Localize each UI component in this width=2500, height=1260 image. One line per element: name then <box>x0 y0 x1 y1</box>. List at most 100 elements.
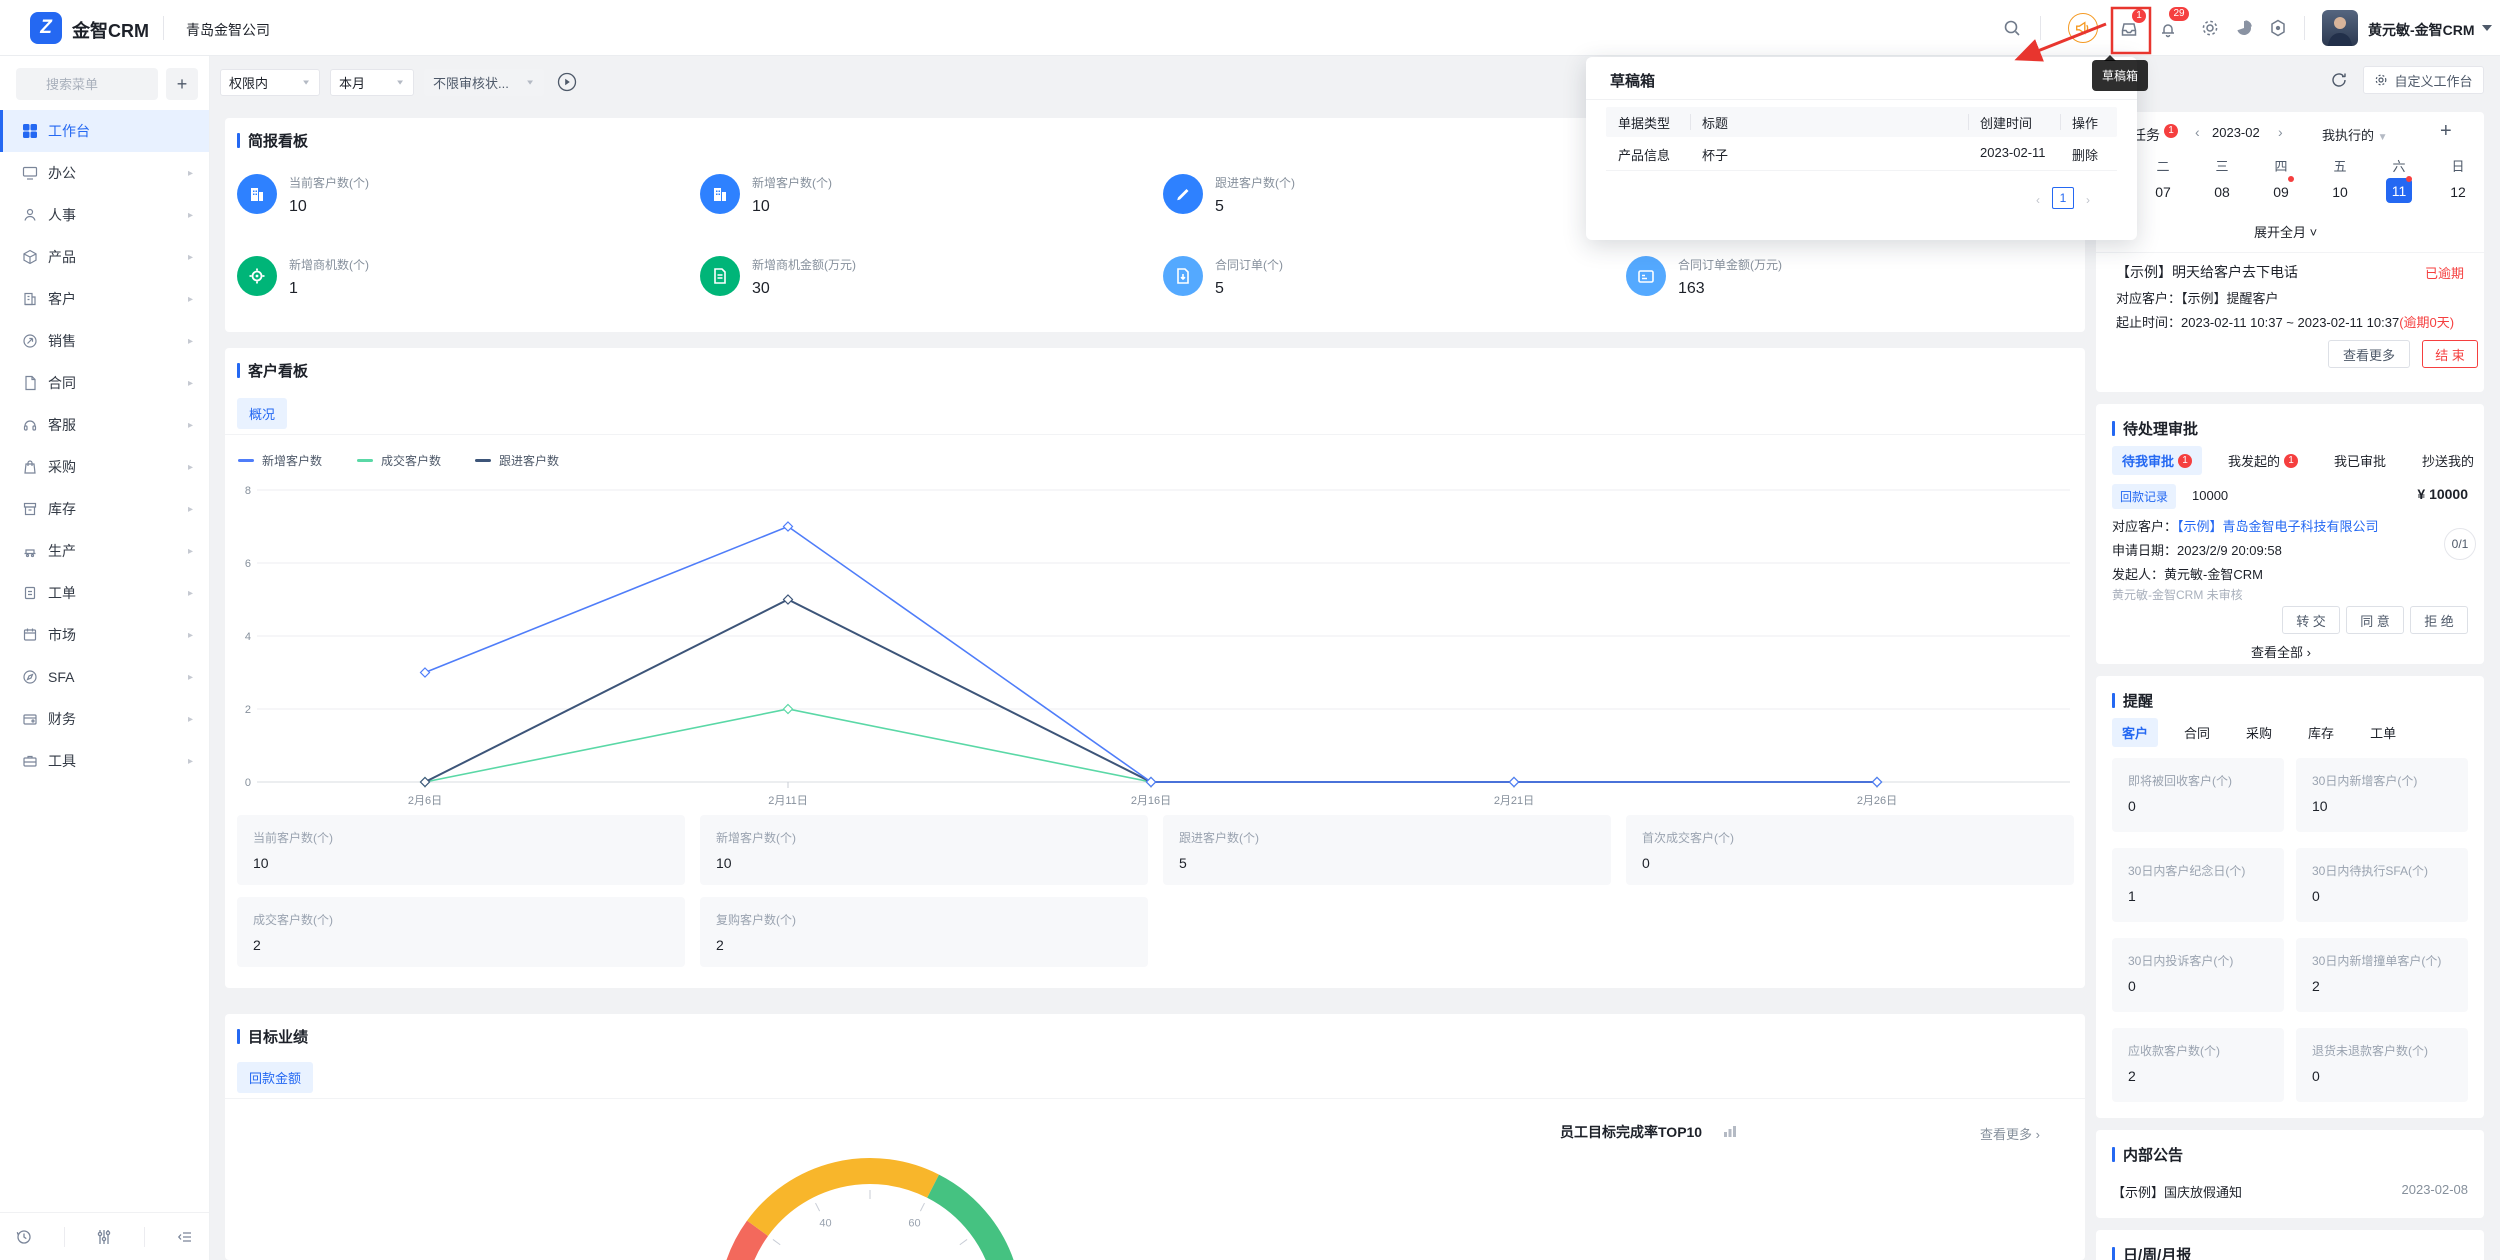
sidebar-item-sales[interactable]: 销售 ▸ <box>0 320 209 362</box>
menu-search-input[interactable] <box>16 68 158 100</box>
reminder-stat-card[interactable]: 退货未退款客户数(个) 0 <box>2296 1028 2468 1102</box>
chevron-down-icon: ▼ <box>2377 132 2388 143</box>
reminder-stat-card[interactable]: 即将被回收客户(个) 0 <box>2112 758 2284 832</box>
tab-cc-to-me[interactable]: 抄送我的 <box>2412 446 2484 475</box>
draft-row-delete-link[interactable]: 删除 <box>2072 148 2099 163</box>
stat-card[interactable]: 复购客户数(个) 2 <box>700 897 1148 967</box>
calendar-day[interactable]: 12 <box>2450 184 2466 200</box>
sidebar-item-product[interactable]: 产品 ▸ <box>0 236 209 278</box>
legend-deal-customers[interactable]: 成交客户数 <box>357 452 441 469</box>
scope-filter-select[interactable]: 权限内 ▼ <box>220 69 320 96</box>
sidebar-item-purchase[interactable]: 采购 ▸ <box>0 446 209 488</box>
sidebar-item-sfa[interactable]: SFA ▸ <box>0 656 209 698</box>
user-menu-caret-icon[interactable] <box>2482 25 2492 31</box>
draft-row-title-link[interactable]: 杯子 <box>1702 148 1729 163</box>
pager-next-icon[interactable]: › <box>2086 193 2090 207</box>
audit-status-filter-select[interactable]: 不限审核状... ▼ <box>424 69 544 96</box>
stat-card[interactable]: 跟进客户数(个) 5 <box>1163 815 1611 885</box>
tab-reminder-purchase[interactable]: 采购 <box>2236 718 2282 747</box>
company-name[interactable]: 青岛金智公司 <box>186 22 270 38</box>
sidebar-item-finance[interactable]: 财务 ▸ <box>0 698 209 740</box>
next-month-arrow[interactable]: › <box>2278 124 2283 140</box>
agree-button[interactable]: 同 意 <box>2346 606 2404 634</box>
reminder-stat-card[interactable]: 30日内新增撞单客户(个) 2 <box>2296 938 2468 1012</box>
refresh-icon[interactable] <box>2330 71 2348 89</box>
reminder-stat-label: 30日内新增撞单客户(个) <box>2312 954 2442 968</box>
sidebar-item-workorder[interactable]: 工单 ▸ <box>0 572 209 614</box>
sidebar-item-market[interactable]: 市场 ▸ <box>0 614 209 656</box>
run-filter-play-icon[interactable] <box>556 71 578 93</box>
sidebar-item-workbench[interactable]: 工作台 <box>0 110 209 152</box>
period-filter-select[interactable]: 本月 ▼ <box>330 69 414 96</box>
stat-card[interactable]: 新增客户数(个) 10 <box>700 815 1148 885</box>
pie-chart-icon[interactable] <box>2234 18 2254 38</box>
expand-month-link[interactable]: 展开全月 ˅ <box>2254 225 2318 240</box>
sidebar-item-customer[interactable]: 客户 ▸ <box>0 278 209 320</box>
history-clock-icon[interactable] <box>15 1228 33 1246</box>
tab-approved-by-me[interactable]: 我已审批 <box>2324 446 2396 475</box>
reminder-stat-card[interactable]: 30日内新增客户(个) 10 <box>2296 758 2468 832</box>
reminder-stat-card[interactable]: 30日内客户纪念日(个) 1 <box>2112 848 2284 922</box>
column-divider <box>2060 114 2061 130</box>
prev-month-arrow[interactable]: ‹ <box>2195 124 2200 140</box>
sidebar-item-office[interactable]: 办公 ▸ <box>0 152 209 194</box>
tab-initiated-by-me[interactable]: 我发起的 1 <box>2218 446 2308 475</box>
reject-button[interactable]: 拒 绝 <box>2410 606 2468 634</box>
sidebar-item-inventory[interactable]: 库存 ▸ <box>0 488 209 530</box>
reminder-stat-card[interactable]: 30日内待执行SFA(个) 0 <box>2296 848 2468 922</box>
sidebar-item-production[interactable]: 生产 ▸ <box>0 530 209 572</box>
reminder-stat-card[interactable]: 30日内投诉客户(个) 0 <box>2112 938 2284 1012</box>
add-task-button[interactable]: + <box>2440 120 2452 142</box>
calendar-day[interactable]: 07 <box>2155 184 2171 200</box>
tab-reminder-workorder[interactable]: 工单 <box>2360 718 2406 747</box>
settings-gear-icon[interactable] <box>2200 18 2220 38</box>
calendar-day[interactable]: 10 <box>2332 184 2348 200</box>
sidebar-item-tools[interactable]: 工具 ▸ <box>0 740 209 782</box>
sort-bars-icon[interactable] <box>1723 1124 1737 1138</box>
view-all-link[interactable]: 查看全部 › <box>2251 645 2311 660</box>
tab-reminder-contract[interactable]: 合同 <box>2174 718 2220 747</box>
record-type-badge[interactable]: 回款记录 <box>2112 484 2177 509</box>
task-view-more-button[interactable]: 查看更多 <box>2328 340 2410 368</box>
customize-workspace-button[interactable]: 自定义工作台 <box>2363 66 2484 94</box>
pager-page-1[interactable]: 1 <box>2052 187 2074 209</box>
legend-follow-customers[interactable]: 跟进客户数 <box>475 452 559 469</box>
task-filter-select[interactable]: 我执行的 ▼ <box>2322 125 2388 144</box>
task-end-button[interactable]: 结 束 <box>2422 340 2478 368</box>
sidebar-item-hr[interactable]: 人事 ▸ <box>0 194 209 236</box>
user-name[interactable]: 黄元敏-金智CRM <box>2368 22 2475 38</box>
announcement-megaphone-icon[interactable] <box>2068 13 2098 43</box>
collapse-sidebar-icon[interactable] <box>176 1228 194 1246</box>
svg-text:8: 8 <box>245 485 251 497</box>
announcement-item[interactable]: 【示例】国庆放假通知 <box>2112 1185 2243 1200</box>
pager-prev-icon[interactable]: ‹ <box>2036 193 2040 207</box>
tab-awaiting-my-approval[interactable]: 待我审批 1 <box>2112 446 2202 475</box>
calendar-day-selected[interactable]: 11 <box>2391 183 2407 199</box>
task-title[interactable]: 【示例】明天给客户去下电话 <box>2116 264 2298 280</box>
calendar-day[interactable]: 09 <box>2273 184 2289 200</box>
approval-customer-link[interactable]: 【示例】青岛金智电子科技有限公司 <box>2177 519 2379 534</box>
legend-new-customers[interactable]: 新增客户数 <box>238 452 322 469</box>
stat-card[interactable]: 成交客户数(个) 2 <box>237 897 685 967</box>
search-icon[interactable] <box>2002 18 2022 38</box>
notification-bell-icon[interactable] <box>2158 19 2178 39</box>
tab-overview[interactable]: 概况 <box>237 398 288 429</box>
sidebar-item-service[interactable]: 客服 ▸ <box>0 404 209 446</box>
stat-card[interactable]: 当前客户数(个) 10 <box>237 815 685 885</box>
target-completion-gauge-chart[interactable]: 40 60 <box>650 1100 1090 1260</box>
customer-trend-line-chart[interactable]: 0 2 4 6 8 2月6日 2月11日 2月16日 2月21日 2月26日 <box>237 470 2073 810</box>
tab-payment-amount[interactable]: 回款金额 <box>237 1062 314 1093</box>
app-logo-icon[interactable]: Z <box>30 12 62 44</box>
calendar-day[interactable]: 08 <box>2214 184 2230 200</box>
reminder-stat-card[interactable]: 应收款客户数(个) 2 <box>2112 1028 2284 1102</box>
menu-add-button[interactable]: + <box>166 68 198 100</box>
transfer-button[interactable]: 转 交 <box>2282 606 2340 634</box>
workspace-cube-icon[interactable] <box>2268 18 2288 38</box>
sliders-icon[interactable] <box>95 1228 113 1246</box>
view-more-link[interactable]: 查看更多 › <box>1980 1127 2040 1142</box>
user-avatar[interactable] <box>2322 10 2358 46</box>
stat-card[interactable]: 首次成交客户(个) 0 <box>1626 815 2074 885</box>
tab-reminder-customer[interactable]: 客户 <box>2112 718 2159 747</box>
tab-reminder-inventory[interactable]: 库存 <box>2298 718 2344 747</box>
sidebar-item-contract[interactable]: 合同 ▸ <box>0 362 209 404</box>
